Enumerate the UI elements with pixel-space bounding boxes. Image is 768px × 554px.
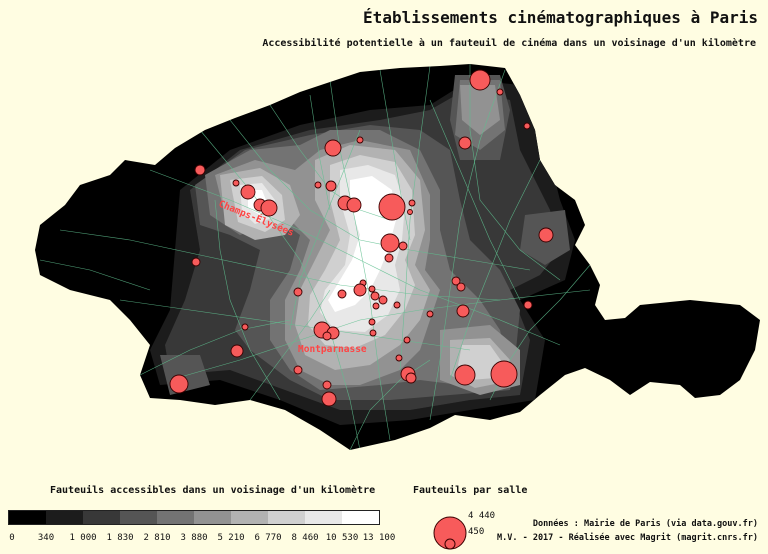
legend-swatch — [231, 511, 268, 524]
cinema-symbol — [293, 287, 303, 297]
cinema-symbol — [408, 199, 416, 207]
cinema-symbol — [405, 372, 417, 384]
cinema-symbol — [395, 354, 403, 362]
cinema-symbol — [372, 302, 380, 310]
cinema-symbol — [496, 88, 504, 96]
cinema-symbol — [322, 380, 332, 390]
cinema-symbol — [321, 391, 337, 407]
cinema-symbol — [368, 285, 376, 293]
legend-swatch — [46, 511, 83, 524]
legend-swatch — [157, 511, 194, 524]
legend-tick-label: 1 830 — [106, 533, 134, 543]
cinema-symbol — [191, 257, 201, 267]
cinema-symbol — [369, 329, 377, 337]
cinema-symbol — [393, 301, 401, 309]
size-legend-symbols — [433, 516, 467, 550]
legend-tick-label: 10 530 — [325, 533, 359, 543]
cinema-symbol — [398, 241, 408, 251]
size-legend-min-circle — [444, 538, 456, 550]
legend-tick-label: 3 880 — [180, 533, 208, 543]
legend-tick-label: 6 770 — [254, 533, 282, 543]
cinema-symbol — [322, 331, 332, 341]
cinema-symbol — [456, 282, 466, 292]
legend-swatch — [120, 511, 157, 524]
credits-author: M.V. - 2017 - Réalisée avec Magrit (magr… — [497, 533, 758, 543]
cinema-symbol — [538, 227, 554, 243]
cinema-symbol — [469, 69, 491, 91]
paris-map: Champs-Élysées Montparnasse — [35, 64, 760, 450]
cinema-symbol — [325, 180, 337, 192]
cinema-symbol — [523, 300, 533, 310]
size-legend-max-label: 4 440 — [468, 511, 496, 521]
cinema-symbol — [384, 253, 394, 263]
cinema-symbol — [230, 344, 244, 358]
legend-tick-label: 8 460 — [291, 533, 319, 543]
legend-color-bar — [8, 510, 380, 525]
credits: Données : Mairie de Paris (via data.gouv… — [497, 517, 758, 545]
cinema-symbol — [346, 197, 362, 213]
cinema-symbol — [314, 181, 322, 189]
credits-data-source: Données : Mairie de Paris (via data.gouv… — [532, 519, 758, 529]
legend-swatch — [305, 511, 342, 524]
cinema-symbol — [454, 364, 476, 386]
cinema-symbol — [458, 136, 472, 150]
legend-tick-label: 0 — [9, 533, 15, 543]
cinema-symbol — [260, 199, 278, 217]
legend-swatch — [83, 511, 120, 524]
legend-tick-label: 340 — [37, 533, 55, 543]
legend-tick-label: 1 000 — [69, 533, 97, 543]
cinema-symbols — [169, 69, 554, 407]
cinema-symbol — [523, 122, 531, 130]
cinema-symbol — [356, 136, 364, 144]
legend-tick-label: 5 210 — [217, 533, 245, 543]
cinema-symbol — [324, 139, 342, 157]
size-legend-title: Fauteuils par salle — [413, 485, 528, 496]
cinema-symbol — [232, 179, 240, 187]
legend-tick-label: 13 100 — [362, 533, 396, 543]
legend-swatch — [194, 511, 231, 524]
cinema-symbol — [426, 310, 434, 318]
cinema-symbol — [240, 184, 256, 200]
legend-swatch — [9, 511, 46, 524]
cinema-symbol — [456, 304, 470, 318]
map-subtitle: Accessibilité potentielle à un fauteuil … — [262, 38, 756, 49]
cinema-symbol — [194, 164, 206, 176]
cinema-symbol — [380, 233, 400, 253]
cinema-symbol — [403, 336, 411, 344]
size-legend-min-label: 450 — [468, 527, 485, 537]
legend-swatch — [268, 511, 305, 524]
cinema-symbol — [370, 291, 380, 301]
cinema-symbol — [293, 365, 303, 375]
cinema-symbol — [353, 283, 367, 297]
cinema-symbol — [337, 289, 347, 299]
cinema-symbol — [407, 209, 413, 215]
legend-title: Fauteuils accessibles dans un voisinage … — [50, 485, 376, 496]
cinema-symbol — [451, 276, 461, 286]
cinema-symbol — [490, 360, 518, 388]
map-title: Établissements cinématographiques à Pari… — [363, 8, 758, 27]
cinema-symbol — [378, 295, 388, 305]
street-network — [39, 64, 591, 450]
cinema-symbol — [241, 323, 249, 331]
cinema-symbol — [368, 318, 376, 326]
label-montparnasse: Montparnasse — [298, 344, 367, 355]
legend-tick-label: 2 810 — [143, 533, 171, 543]
legend-swatch — [342, 511, 379, 524]
cinema-symbol — [169, 374, 189, 394]
cinema-symbol — [378, 193, 406, 221]
